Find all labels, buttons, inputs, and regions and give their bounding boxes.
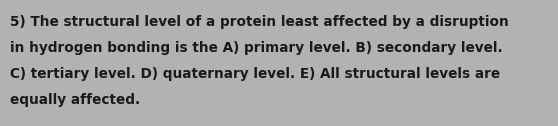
Text: in hydrogen bonding is the A) primary level. B) secondary level.: in hydrogen bonding is the A) primary le… [10, 41, 503, 55]
Text: 5) The structural level of a protein least affected by a disruption: 5) The structural level of a protein lea… [10, 15, 509, 29]
Text: equally affected.: equally affected. [10, 93, 140, 107]
Text: C) tertiary level. D) quaternary level. E) All structural levels are: C) tertiary level. D) quaternary level. … [10, 67, 500, 81]
